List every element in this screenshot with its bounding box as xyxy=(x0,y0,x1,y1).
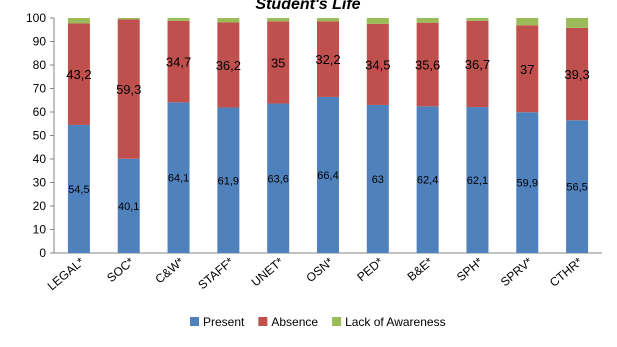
data-label: 59,9 xyxy=(517,178,538,190)
x-tick-label: UNET* xyxy=(249,254,287,289)
legend-swatch xyxy=(190,317,199,326)
data-label: 34,5 xyxy=(365,57,390,72)
bar-segment-present xyxy=(267,103,290,253)
data-label: 36,2 xyxy=(216,58,241,73)
data-label: 61,9 xyxy=(218,175,239,187)
legend-swatch xyxy=(332,317,342,326)
x-tick-label: PED* xyxy=(354,254,386,284)
bar-segment-absence xyxy=(566,27,589,121)
y-tick-label: 50 xyxy=(33,129,47,143)
x-tick-label: OSN* xyxy=(303,254,336,285)
data-label: 36,7 xyxy=(465,57,490,72)
y-tick-label: 40 xyxy=(33,152,47,166)
bar-segment-present xyxy=(317,96,339,254)
data-label: 62,4 xyxy=(417,175,438,187)
bar-segment-absence xyxy=(366,23,389,105)
x-tick-label: SPH* xyxy=(454,254,486,284)
x-axis-tick-labels: LEGAL* SOC* C&W* STAFF* UNET* OSN* PED* B&E* SPH… xyxy=(45,254,586,293)
bar-segment-lack-of-awareness xyxy=(117,18,140,20)
data-label: 40,1 xyxy=(118,201,139,213)
y-tick-label: 20 xyxy=(33,199,47,213)
y-tick-label: 10 xyxy=(33,223,47,237)
legend-label: Lack of Awareness xyxy=(345,315,446,329)
bar-segment-lack-of-awareness xyxy=(366,18,389,24)
y-tick-label: 100 xyxy=(26,11,46,25)
bar-segment-lack-of-awareness xyxy=(466,18,489,21)
x-tick-label: SPRV* xyxy=(498,254,536,289)
bar-segment-lack-of-awareness xyxy=(566,18,589,28)
x-tick-label: CTHR* xyxy=(547,254,585,289)
y-tick-label: 80 xyxy=(33,58,47,72)
bar-segment-lack-of-awareness xyxy=(217,18,240,23)
data-label: 56,5 xyxy=(566,182,587,194)
data-label: 32,2 xyxy=(315,52,340,67)
bar-segment-absence xyxy=(267,21,290,104)
bar-segment-lack-of-awareness xyxy=(416,18,439,23)
chart-legend: Present Absence Lack of Awareness xyxy=(190,315,446,329)
bar-segment-absence xyxy=(217,22,240,108)
bar-segment-present xyxy=(167,102,190,254)
chart-axes: 0 10 20 30 40 50 60 70 80 90 100 xyxy=(26,11,602,260)
data-label: 35,6 xyxy=(415,58,440,73)
bar-segment-lack-of-awareness xyxy=(167,18,190,21)
data-label: 34,7 xyxy=(166,55,191,70)
x-tick-label: SOC* xyxy=(104,254,137,285)
data-label: 63,6 xyxy=(267,173,288,185)
bar-segment-present xyxy=(416,106,439,253)
bar-segment-present xyxy=(466,107,489,253)
data-label: 39,3 xyxy=(564,67,589,82)
legend-label: Absence xyxy=(271,315,318,329)
x-tick-label: C&W* xyxy=(152,254,186,286)
bar-segment-lack-of-awareness xyxy=(516,18,539,26)
x-tick-label: LEGAL* xyxy=(45,254,87,293)
bar-segment-present xyxy=(516,112,539,253)
data-label: 43,2 xyxy=(66,67,91,82)
bar-segment-present xyxy=(67,124,90,253)
bar-segment-absence xyxy=(167,20,190,103)
bar-segment-absence xyxy=(317,21,339,97)
data-label: 37 xyxy=(520,62,534,77)
legend-label: Present xyxy=(203,315,245,329)
y-tick-label: 30 xyxy=(33,176,47,190)
data-label: 62,1 xyxy=(467,175,488,187)
x-tick-label: B&E* xyxy=(405,254,436,283)
bar-segment-present xyxy=(117,158,140,253)
x-tick-label: STAFF* xyxy=(195,254,236,292)
bar-segment-present xyxy=(366,104,389,253)
legend-swatch xyxy=(258,317,268,326)
y-tick-label: 0 xyxy=(39,246,46,260)
y-tick-label: 90 xyxy=(33,35,47,49)
bar-segment-present xyxy=(566,120,589,253)
data-label: 66,4 xyxy=(317,170,338,182)
data-label: 63 xyxy=(372,174,384,186)
data-label: 64,1 xyxy=(168,173,189,185)
chart-data-labels: 54,5 43,2 40,1 59,3 64,1 34,7 61,9 36,2 63,6 35 66… xyxy=(66,52,589,213)
chart-bars xyxy=(67,18,589,254)
bar-segment-present xyxy=(217,107,240,253)
y-tick-label: 60 xyxy=(33,105,47,119)
chart-title: Student's Life xyxy=(255,0,360,13)
bar-segment-lack-of-awareness xyxy=(267,18,290,22)
bar-segment-lack-of-awareness xyxy=(317,18,339,22)
data-label: 35 xyxy=(271,55,285,70)
data-label: 54,5 xyxy=(68,184,89,196)
bar-segment-lack-of-awareness xyxy=(67,18,90,24)
bar-segment-absence xyxy=(67,23,90,125)
bar-segment-absence xyxy=(117,19,140,159)
data-label: 59,3 xyxy=(116,82,141,97)
y-tick-label: 70 xyxy=(33,82,47,96)
bar-segment-absence xyxy=(416,22,439,107)
bar-segment-absence xyxy=(516,25,539,113)
bar-segment-absence xyxy=(466,20,489,108)
